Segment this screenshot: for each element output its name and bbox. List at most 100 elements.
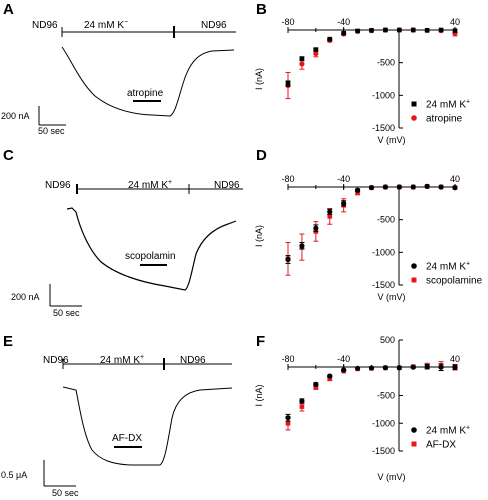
legend-label: atropine [426,114,463,125]
legend-marker [411,101,417,107]
current-trace-c [66,207,237,291]
y-tick-label: -1000 [372,90,395,100]
data-point [299,398,305,404]
bath-right-a: ND96 [201,20,227,31]
data-point [313,50,319,57]
panel-label-e: E [3,333,13,350]
data-point [383,27,388,33]
data-point [354,365,361,371]
data-point [396,365,402,371]
drug-label-e: AF-DX [112,433,142,444]
scale-x-label-c: 50 sec [53,308,80,318]
y-tick-label: -500 [377,215,395,225]
data-point [368,365,375,371]
drug-label-c: scopolamin [125,251,176,262]
x-axis-label: V (mV) [378,135,406,145]
legend-label: AF-DX [426,440,456,451]
iv-plot-f: -80 -40 40 500 -500 -1000 -1500 V (mV) I (nA) 24 … [254,335,470,482]
scale-y-label-e: 0.5 μA [1,470,27,480]
data-point [369,28,374,33]
k-label-c: 24 mM K+ [128,179,172,191]
data-point [341,200,347,206]
data-point [424,183,430,189]
data-point [438,364,444,370]
current-trace-e [62,386,233,466]
panel-label-b: B [256,1,267,18]
data-point [285,81,291,86]
x-tick-label: -40 [337,17,350,27]
current-trace-a [61,46,235,117]
drug-label-a: atropine [127,88,164,99]
iv-plot-b: -80 -40 40 -500 -1000 -1500 V (mV) I (nA) 24 mM … [254,17,470,145]
data-point [313,381,319,387]
data-point [424,364,430,370]
legend-marker [411,277,417,283]
data-point [424,28,430,33]
data-point [327,376,333,382]
data-point [382,365,389,371]
data-point [410,364,416,370]
panel-label-a: A [3,1,14,18]
legend-label: 24 mM K+ [426,99,470,111]
scale-y-label-a: 200 nA [1,111,30,121]
data-point [313,47,319,52]
panel-a: A ND96 24 mM K− ND96 atropine 200 nA 50 … [1,1,236,136]
k-label-a: 24 mM K− [84,19,128,31]
data-point [299,243,305,249]
x-tick-label: -40 [337,354,350,364]
bath-right-c: ND96 [214,180,240,191]
data-point [327,209,333,215]
x-tick-label: 40 [450,17,460,27]
y-tick-label: -500 [377,391,395,401]
data-point [285,256,291,263]
data-point [452,185,458,191]
x-tick-label: -80 [281,174,294,184]
data-point [341,30,346,36]
data-point [396,184,402,190]
y-axis-label: I (nA) [254,384,264,406]
x-tick-label: -80 [281,354,294,364]
legend-marker [411,115,417,121]
panel-label-d: D [256,147,267,164]
data-point [368,185,375,191]
y-axis-label: I (nA) [254,225,264,247]
x-axis-label: V (mV) [378,292,406,302]
k-label-e: 24 mM K+ [100,354,144,366]
data-point [327,373,333,379]
y-tick-label: 500 [380,335,395,345]
panel-label-c: C [3,147,14,164]
y-tick-label: -1000 [372,247,395,257]
legend-marker [411,427,417,433]
legend-label: 24 mM K+ [426,425,470,437]
scale-x-label-a: 50 sec [38,126,65,136]
data-point [452,364,458,370]
data-point [313,384,319,390]
bath-left-e: ND96 [43,355,69,366]
x-tick-label: 40 [450,354,460,364]
data-point [299,404,305,409]
bath-left-a: ND96 [32,20,58,31]
data-point [299,61,305,67]
y-axis-label: I (nA) [254,68,264,90]
iv-plot-d: -80 -40 40 -500 -1000 -1500 V (mV) I (nA) 24 mM … [254,174,483,302]
data-point [410,27,416,33]
legend-label: scopolamine [426,276,483,287]
data-point [438,27,444,33]
x-tick-label: 40 [450,174,460,184]
data-point [285,415,291,421]
data-point [341,367,347,373]
y-tick-label: -500 [377,58,395,68]
scale-y-label-c: 200 nA [11,292,40,302]
data-point [313,225,319,231]
x-axis-label: V (mV) [378,472,406,482]
data-point [382,184,389,190]
data-point [452,28,458,33]
data-point [327,36,333,42]
y-tick-label: -1000 [372,418,395,428]
legend-marker [411,263,417,269]
scale-x-label-e: 50 sec [52,488,79,498]
data-point [410,184,416,190]
x-tick-label: -40 [337,174,350,184]
panel-label-f: F [256,333,265,350]
